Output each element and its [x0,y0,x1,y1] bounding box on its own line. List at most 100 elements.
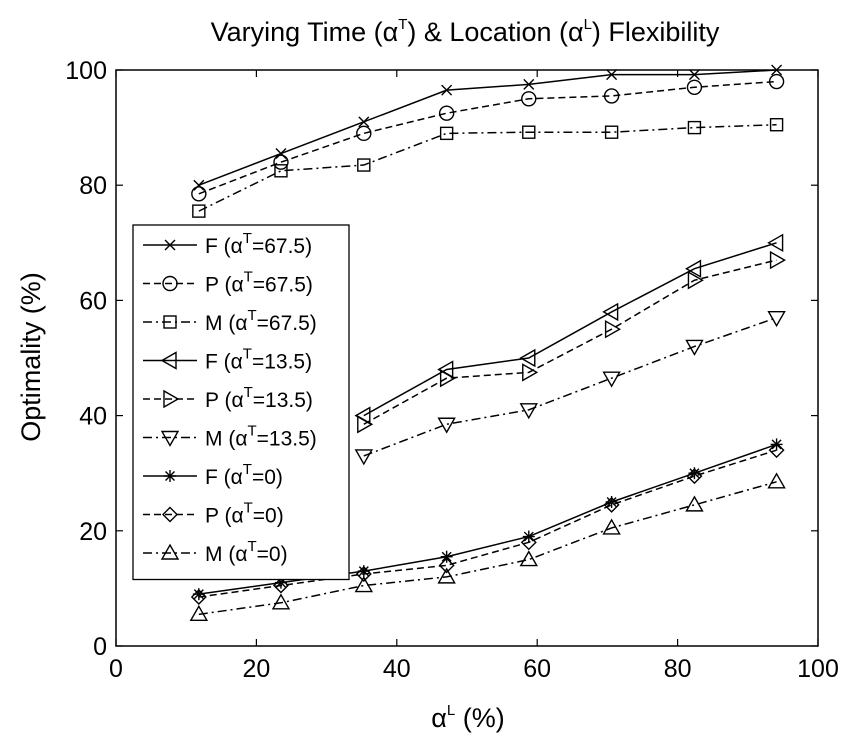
y-tick-label: 0 [93,633,107,661]
legend-item: P (αT=13.5) [143,384,313,412]
axis-ticks: 0 20 40 60 80 100 0 20 40 60 80 100 [65,57,839,683]
data-point-star [522,530,535,543]
x-tick-label: 80 [664,655,692,683]
data-point-triangle-up [685,495,704,512]
data-point-triangle-down [685,339,704,356]
data-point-triangle-up [767,472,786,489]
x-tick-label: 60 [523,655,551,683]
data-point-diamond [768,442,785,459]
series-3 [192,118,784,218]
data-point-x [606,69,618,81]
data-point-circle [768,73,785,90]
data-point-triangle-down [602,371,621,388]
series-layer [189,64,786,622]
data-point-diamond [190,589,207,606]
legend-item: P (αT=67.5) [143,269,313,297]
series-2 [191,73,785,202]
data-point-square [274,164,288,178]
series-5 [357,250,786,434]
data-point-square [604,125,619,139]
legend-item: F (αT=0) [143,461,283,489]
legend-label: F (αT=0) [205,461,283,489]
data-point-triangle-down [160,430,180,447]
legend-label: P (αT=67.5) [205,269,313,297]
data-point-triangle-up [519,550,538,567]
y-axis-label: Optimality (%) [16,272,46,442]
data-point-triangle-right [357,415,374,434]
data-point-square [192,204,206,218]
data-point-star [440,550,453,563]
data-point-x [688,69,700,81]
data-point-triangle-right [769,250,786,270]
series-line [198,123,777,212]
data-point-x [441,84,453,96]
data-point-circle [191,186,207,202]
x-tick-label: 40 [383,655,411,683]
series-4 [354,233,784,425]
data-point-diamond [520,534,537,551]
data-point-diamond [438,557,455,574]
y-tick-label: 80 [79,172,107,200]
legend-label: M (αT=13.5) [205,423,317,451]
legend-item: M (αT=13.5) [143,423,317,451]
data-point-circle [686,79,703,95]
data-point-triangle-right [604,319,622,339]
data-point-triangle-right [439,368,457,388]
data-point-triangle-up [160,543,180,560]
data-point-circle [438,105,455,121]
legend-item: M (αT=67.5) [143,307,317,335]
data-point-x [358,116,370,128]
series-line [198,443,777,595]
legend-item: F (αT=67.5) [143,230,312,258]
series-line [198,449,777,598]
series-line [363,242,777,417]
plot-area-frame [115,69,819,647]
data-point-triangle-down [437,417,456,434]
legend-label: P (αT=13.5) [205,384,313,412]
data-point-triangle-left [685,259,702,278]
data-point-x [523,78,535,90]
data-point-diamond [272,577,289,594]
data-point-x [164,239,176,251]
y-tick-label: 20 [79,518,107,546]
data-point-circle [603,88,620,104]
data-point-circle [356,125,372,142]
data-point-triangle-left [519,348,536,368]
legend-label: F (αT=13.5) [205,346,312,374]
series-line [363,316,777,457]
data-point-square [687,120,702,135]
legend-item: P (αT=0) [143,500,284,528]
data-point-triangle-down [354,449,374,466]
data-point-circle [162,275,178,292]
data-point-diamond [603,496,620,513]
data-point-square [439,126,454,141]
y-tick-label: 100 [65,57,107,85]
data-point-triangle-down [767,310,786,328]
series-9 [189,472,786,622]
data-point-triangle-left [160,351,177,370]
series-line [363,259,777,425]
series-6 [354,310,786,466]
legend-label: M (αT=67.5) [205,307,317,335]
data-point-star [770,438,783,451]
data-point-square [769,118,784,132]
data-point-triangle-right [163,389,180,409]
data-point-triangle-up [437,567,456,584]
data-point-circle [273,154,289,170]
legend-item: M (αT=0) [143,538,288,566]
data-point-triangle-up [189,604,209,622]
data-point-triangle-right [687,271,704,290]
data-point-square [522,125,536,139]
y-tick-label: 60 [79,287,107,315]
series-line [198,481,777,616]
legend-label: F (αT=67.5) [205,230,312,258]
data-point-triangle-right [522,363,539,382]
data-point-triangle-down [519,403,538,420]
y-tick-label: 40 [79,403,107,431]
legend-label: M (αT=0) [205,538,288,566]
data-point-triangle-left [767,233,784,253]
data-point-circle [521,91,537,107]
x-tick-label: 100 [797,655,839,683]
series-1 [193,64,783,191]
x-tick-label: 20 [242,655,270,683]
